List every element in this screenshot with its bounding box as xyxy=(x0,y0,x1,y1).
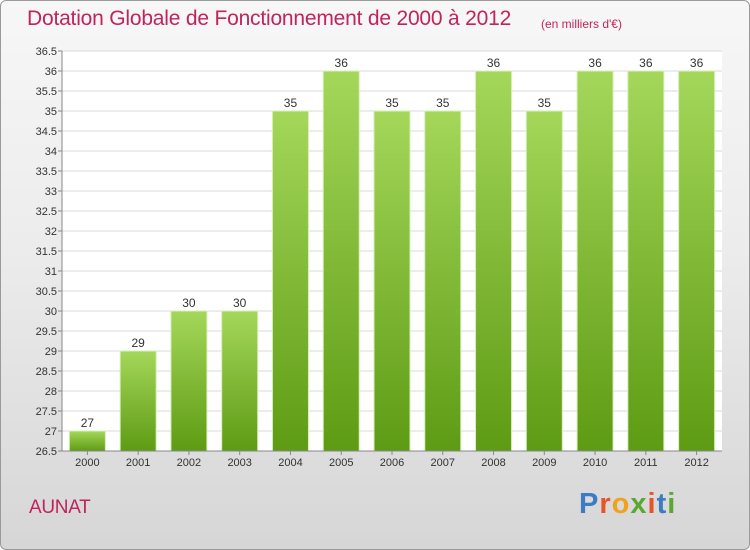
x-tick-label: 2009 xyxy=(532,457,556,469)
data-labels: 27 29 30 30 35 36 35 35 36 35 36 36 36 xyxy=(81,56,704,430)
logo-letter: x xyxy=(630,488,648,520)
data-label: 36 xyxy=(639,56,653,70)
x-tick-label: 2002 xyxy=(177,457,201,469)
y-tick-label: 26.5 xyxy=(36,446,57,458)
data-label: 35 xyxy=(284,96,298,110)
bar-2003 xyxy=(221,310,259,452)
data-label: 35 xyxy=(436,96,450,110)
data-label: 35 xyxy=(385,96,399,110)
x-tick-label: 2007 xyxy=(431,457,455,469)
data-label: 36 xyxy=(487,56,501,70)
bar-2006 xyxy=(373,110,411,452)
y-tick-label: 30.5 xyxy=(36,286,57,298)
y-tick-label: 27 xyxy=(45,426,57,438)
bar-2005 xyxy=(322,70,360,452)
y-tick-label: 27.5 xyxy=(36,406,57,418)
bar-2001 xyxy=(119,350,157,452)
bar-2002 xyxy=(170,310,208,452)
data-label: 36 xyxy=(690,56,704,70)
bar-2004 xyxy=(271,110,309,452)
y-tick-label: 33.5 xyxy=(36,166,57,178)
data-label: 30 xyxy=(233,296,247,310)
logo-letter: i xyxy=(667,488,677,520)
bar-2012 xyxy=(678,70,716,452)
y-tick-label: 30 xyxy=(45,306,57,318)
data-label: 30 xyxy=(182,296,196,310)
x-tick-label: 2011 xyxy=(634,457,658,469)
x-tick-label: 2008 xyxy=(481,457,505,469)
x-tick-label: 2003 xyxy=(227,457,251,469)
x-tick-label: 2010 xyxy=(583,457,607,469)
logo-letter: o xyxy=(611,488,631,520)
x-tick-label: 2012 xyxy=(684,457,708,469)
y-tick-label: 32.5 xyxy=(36,206,57,218)
x-tick-label: 2000 xyxy=(75,457,99,469)
y-tick-label: 29 xyxy=(45,346,57,358)
bar-2009 xyxy=(525,110,563,452)
place-name: AUNAT xyxy=(29,497,91,518)
bar-2008 xyxy=(475,70,513,452)
data-label: 36 xyxy=(335,56,349,70)
logo-letter: t xyxy=(656,488,668,520)
chart-title: Dotation Globale de Fonctionnement de 20… xyxy=(27,7,512,30)
y-tick-label: 31.5 xyxy=(36,246,57,258)
y-tick-label: 36.5 xyxy=(36,46,57,58)
data-label: 29 xyxy=(131,336,145,350)
proxiti-logo: Proxiti xyxy=(579,488,676,521)
bar-2011 xyxy=(627,70,665,452)
y-tick-label: 35.5 xyxy=(36,86,57,98)
bar-2010 xyxy=(576,70,614,452)
y-tick-label: 31 xyxy=(45,266,57,278)
bars xyxy=(68,70,716,452)
data-label: 35 xyxy=(538,96,552,110)
y-tick-label: 32 xyxy=(45,226,57,238)
chart-unit-label: (en milliers d'€) xyxy=(541,17,622,31)
data-label: 27 xyxy=(81,416,95,430)
logo-letter: P xyxy=(579,488,600,520)
x-tick-labels: 2000 2001 2002 2003 2004 2005 2006 2007 2008 2009… xyxy=(75,451,709,469)
bar-2007 xyxy=(424,110,462,452)
y-tick-label: 29.5 xyxy=(36,326,57,338)
x-tick-label: 2005 xyxy=(329,457,353,469)
data-label: 36 xyxy=(588,56,602,70)
x-tick-label: 2004 xyxy=(278,457,302,469)
y-tick-label: 34 xyxy=(45,146,57,158)
y-tick-label: 34.5 xyxy=(36,126,57,138)
x-tick-label: 2001 xyxy=(126,457,150,469)
y-tick-label: 33 xyxy=(45,186,57,198)
y-tick-label: 28.5 xyxy=(36,366,57,378)
y-tick-labels: 26.5 27 27.5 28 28.5 29 29.5 30 30.5 31 31.5 32 32.5… xyxy=(36,46,62,458)
y-tick-label: 36 xyxy=(45,66,57,78)
y-tick-label: 28 xyxy=(45,386,57,398)
logo-letter: i xyxy=(647,488,657,520)
x-tick-label: 2006 xyxy=(380,457,404,469)
logo-letter: r xyxy=(599,488,612,520)
y-tick-label: 35 xyxy=(45,106,57,118)
bar-2000 xyxy=(68,430,106,452)
